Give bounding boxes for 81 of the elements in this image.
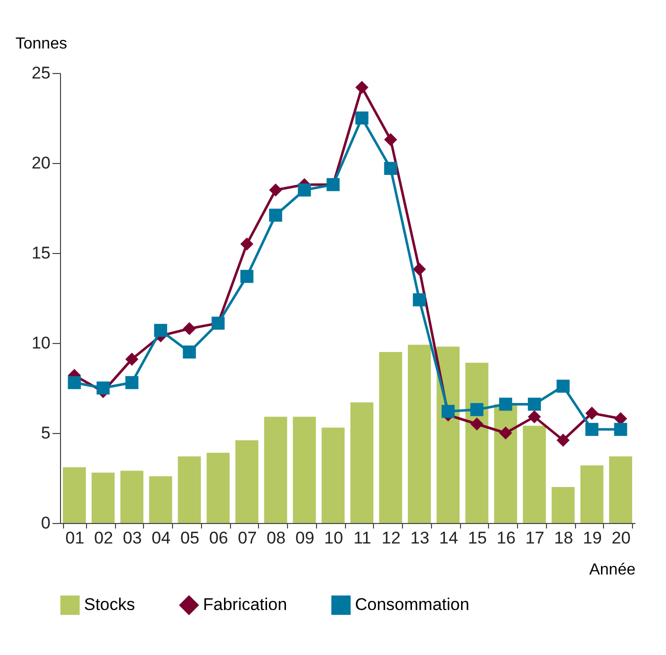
bar [408,344,431,523]
bar [149,476,172,523]
point [556,434,570,447]
point [556,380,570,393]
point [384,162,398,175]
x-tick-label: 20 [612,528,631,548]
bar [62,467,86,523]
point [355,111,368,125]
x-tick-label: 07 [238,528,257,548]
y-tick-label: 15 [32,244,50,262]
x-tick-label: 04 [152,528,171,548]
point [125,376,138,390]
point [96,381,110,395]
legend-label: Fabrication [203,595,288,614]
x-tick-label: 02 [94,528,114,548]
point [470,417,484,431]
point [585,406,598,420]
x-tick-label: 08 [266,528,286,548]
point [528,410,541,424]
legend-label: Consommation [355,595,470,614]
x-tick-label: 14 [439,528,458,548]
bar [609,456,632,523]
point [412,262,426,276]
point [499,426,512,440]
bar [292,416,316,523]
point [412,293,426,306]
point [499,398,512,411]
x-tick-label: 17 [525,528,544,548]
point [240,237,254,251]
point [355,80,368,94]
x-tick-label: 06 [209,528,228,548]
bar [120,470,144,523]
y-tick-label: 5 [41,424,50,442]
x-tick-label: 13 [410,528,430,548]
x-tick-label: 09 [295,528,314,548]
bar [92,472,115,523]
bar [580,465,604,523]
legend-label: Stocks [84,595,136,614]
x-tick-label: 10 [324,528,344,548]
y-axis-title: Tonnes [16,36,68,52]
bar [178,456,201,523]
x-tick-label: 01 [65,528,84,548]
bar [322,428,345,523]
x-tick-label: 19 [582,528,602,548]
bar [494,404,518,523]
bar [350,402,374,523]
bar [264,416,288,523]
x-tick-label: 18 [554,528,574,548]
bar [436,346,460,523]
bar [522,426,546,523]
point [154,324,168,337]
y-tick-label: 20 [32,154,50,172]
point [269,208,282,222]
x-tick-label: 12 [382,528,401,548]
x-axis-title: Année [589,562,636,578]
bar [206,452,230,523]
point [182,345,196,359]
point [384,133,398,146]
y-tick-label: 10 [32,334,50,352]
x-tick-label: 16 [496,528,516,548]
bar [465,362,488,523]
y-tick-label: 0 [41,514,50,532]
x-tick-label: 03 [122,528,142,548]
bar [552,487,575,523]
bar [379,352,402,523]
point [240,270,254,283]
x-tick-label: 05 [180,528,200,548]
x-tick-label: 11 [354,528,372,548]
point [528,398,541,411]
y-tick-label: 25 [32,64,50,82]
point [614,422,628,436]
point [442,404,455,418]
x-tick-label: 15 [468,528,487,548]
point [585,422,598,436]
point [125,352,138,366]
point [182,322,196,336]
bar [235,440,258,523]
point [269,183,282,197]
point [298,183,311,197]
point [68,376,81,390]
point [470,403,484,416]
